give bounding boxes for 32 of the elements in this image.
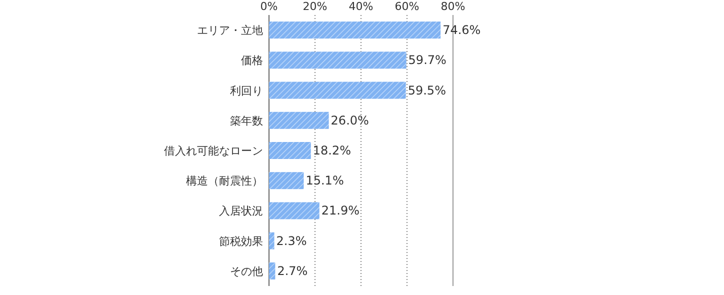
bar (269, 112, 329, 129)
y-tick-label: エリア・立地 (197, 24, 263, 38)
bar (269, 22, 441, 39)
y-tick-label: 借入れ可能なローン (164, 144, 263, 158)
y-tick-label: 節税効果 (219, 234, 263, 248)
x-tick-label: 0% (260, 0, 278, 13)
y-tick-label: 価格 (241, 54, 263, 68)
bar (269, 172, 304, 190)
bar (269, 232, 274, 250)
y-tick-label: その他 (230, 264, 263, 278)
bar (269, 142, 311, 159)
bar (269, 202, 320, 220)
data-label: 59.5% (408, 83, 446, 98)
x-tick-label: 60% (394, 0, 420, 13)
data-label: 74.6% (442, 23, 481, 38)
bar (269, 262, 276, 280)
y-tick-label: 築年数 (230, 114, 263, 128)
data-label: 21.9% (321, 204, 360, 218)
y-tick-label: 入居状況 (219, 204, 263, 218)
data-label: 2.7% (277, 264, 308, 278)
y-tick-label: 利回り (230, 84, 263, 98)
data-label: 2.3% (276, 234, 307, 248)
x-tick-label: 40% (348, 0, 374, 13)
data-label: 59.7% (408, 53, 446, 68)
bar (269, 52, 406, 69)
data-label: 18.2% (312, 144, 351, 158)
bar (269, 82, 406, 99)
y-tick-label: 構造（耐震性） (186, 174, 263, 188)
x-tick-label: 80% (440, 0, 466, 13)
data-label: 15.1% (306, 174, 344, 188)
data-label: 26.0% (330, 113, 369, 128)
x-tick-label: 20% (302, 0, 328, 13)
